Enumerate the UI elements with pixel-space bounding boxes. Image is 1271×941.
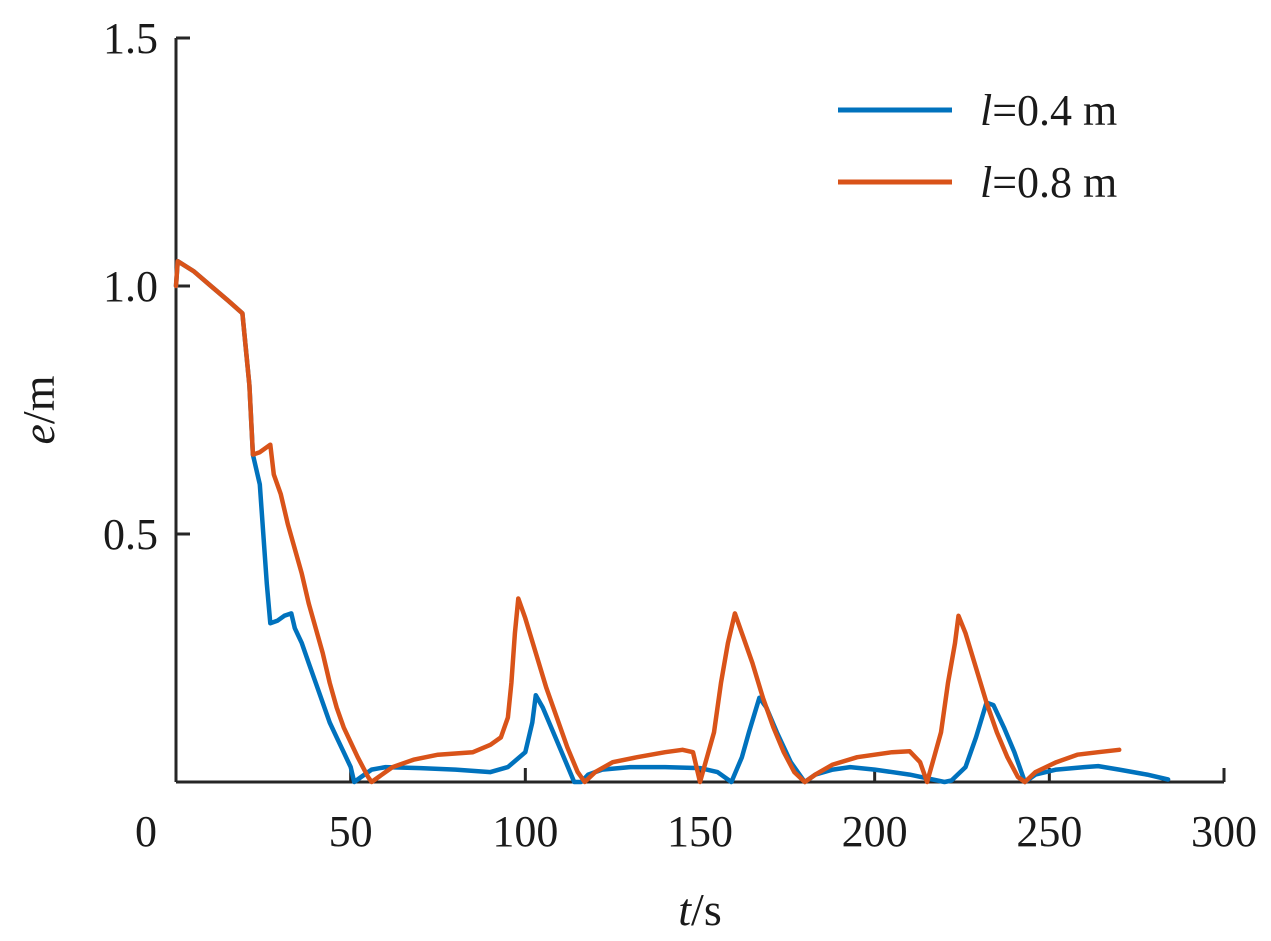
x-axis-label: t/s — [678, 884, 721, 935]
y-tick-label: 0.5 — [103, 510, 158, 559]
x-tick-label: 50 — [329, 807, 373, 856]
x-ticks: 0 50 100 150 200 250 300 — [135, 768, 1257, 856]
x-tick-label: 0 — [135, 807, 157, 856]
y-ticks: 0.5 1.0 1.5 — [103, 14, 190, 559]
x-tick-label: 100 — [492, 807, 558, 856]
y-axis-unit: /m — [13, 375, 64, 424]
x-tick-label: 250 — [1016, 807, 1082, 856]
legend: l=0.4 m l=0.8 m — [838, 86, 1117, 207]
series-line-1 — [173, 258, 1171, 785]
x-axis-var: t — [678, 884, 692, 935]
y-axis-label: e/m — [13, 375, 64, 444]
x-tick-label: 300 — [1191, 807, 1257, 856]
legend-label-1: l=0.4 m — [980, 86, 1117, 135]
x-tick-label: 200 — [842, 807, 908, 856]
x-axis-unit: /s — [691, 884, 722, 935]
x-tick-label: 150 — [667, 807, 733, 856]
series-line-2 — [173, 258, 1122, 785]
legend-label-2: l=0.8 m — [980, 158, 1117, 207]
plot-lines — [173, 258, 1171, 785]
y-tick-label: 1.5 — [103, 14, 158, 63]
y-axis-var: e — [13, 424, 64, 444]
axes — [174, 38, 1224, 784]
y-tick-label: 1.0 — [103, 262, 158, 311]
